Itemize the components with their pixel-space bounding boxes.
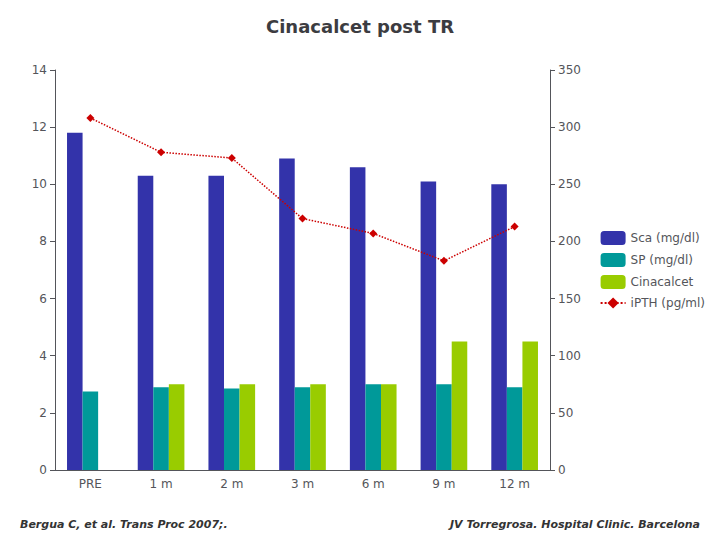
svg-text:50: 50 [558,406,573,420]
svg-text:350: 350 [558,63,581,77]
svg-text:PRE: PRE [79,477,102,491]
svg-text:9 m: 9 m [432,477,455,491]
svg-text:iPTH (pg/ml): iPTH (pg/ml) [631,296,705,310]
svg-text:Cinacalcet: Cinacalcet [631,275,694,289]
svg-text:3 m: 3 m [291,477,314,491]
svg-text:6: 6 [39,292,47,306]
svg-text:100: 100 [558,349,581,363]
svg-text:0: 0 [558,463,566,477]
svg-text:1 m: 1 m [150,477,173,491]
svg-text:200: 200 [558,234,581,248]
svg-text:12 m: 12 m [499,477,530,491]
svg-text:0: 0 [39,463,47,477]
svg-text:JV Torregrosa. Hospital Clinic: JV Torregrosa. Hospital Clinic. Barcelon… [448,518,700,531]
svg-text:Sca (mg/dl): Sca (mg/dl) [631,231,700,245]
svg-text:8: 8 [39,234,47,248]
svg-text:4: 4 [39,349,47,363]
svg-text:14: 14 [32,63,47,77]
svg-text:2 m: 2 m [220,477,243,491]
svg-text:12: 12 [32,120,47,134]
svg-text:250: 250 [558,177,581,191]
svg-text:SP (mg/dl): SP (mg/dl) [631,253,693,267]
svg-text:Bergua C, et al. Trans Proc 20: Bergua C, et al. Trans Proc 2007;. [20,518,228,531]
svg-text:150: 150 [558,292,581,306]
svg-text:300: 300 [558,120,581,134]
svg-text:10: 10 [32,177,47,191]
svg-text:2: 2 [39,406,47,420]
svg-text:Cinacalcet post TR: Cinacalcet post TR [266,16,454,37]
svg-text:6 m: 6 m [362,477,385,491]
